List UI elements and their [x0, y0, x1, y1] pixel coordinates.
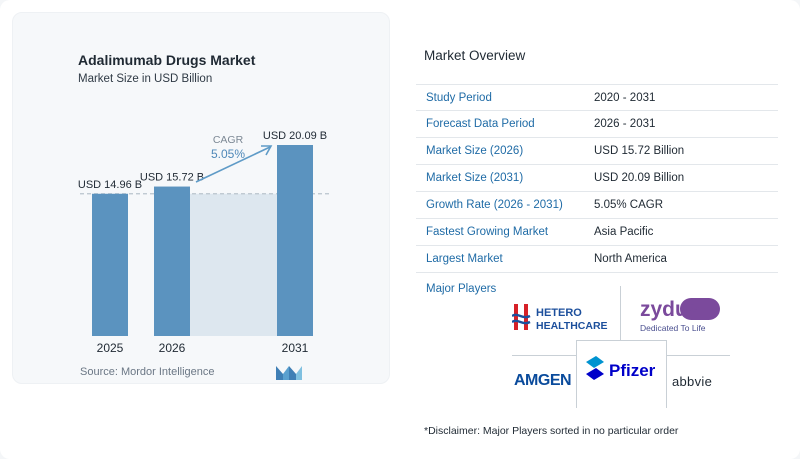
overview-label: Growth Rate (2026 - 2031) — [426, 199, 563, 211]
cagr-arrow-line — [195, 146, 271, 183]
grid-divider — [620, 286, 621, 344]
data-label-2026: USD 15.72 B — [140, 172, 204, 184]
overview-label: Study Period — [426, 92, 492, 104]
zydus-name: zydus — [640, 298, 700, 321]
bar-chart: USD 14.96 B 2025 USD 15.72 B 2026 USD 20.09 … — [78, 130, 330, 355]
cagr-arrow-head — [261, 145, 273, 156]
overview-value: 5.05% CAGR — [594, 199, 664, 211]
overview-row: Fastest Growing Market Asia Pacific — [416, 219, 778, 246]
abbvie-logo: abbvie — [672, 374, 713, 389]
data-label-2025: USD 14.96 B — [78, 179, 142, 191]
hetero-line1: HETERO — [536, 307, 582, 319]
overview-label: Fastest Growing Market — [426, 226, 549, 238]
players-title: Major Players — [426, 283, 497, 295]
overview-row: Market Size (2031) USD 20.09 Billion — [416, 165, 778, 192]
overview-value: USD 20.09 Billion — [594, 172, 685, 184]
overview-label: Largest Market — [426, 253, 503, 265]
overview-row: Largest Market North America — [416, 246, 778, 273]
zydus-tagline: Dedicated To Life — [640, 323, 706, 333]
chart-subtitle: Market Size in USD Billion — [78, 73, 213, 85]
overview-label: Market Size (2031) — [426, 172, 524, 184]
chart-title: Adalimumab Drugs Market — [78, 52, 256, 68]
category-label-2025: 2025 — [97, 341, 124, 355]
forecast-region — [190, 193, 277, 336]
overview-value: North America — [594, 253, 667, 265]
source-note: Source: Mordor Intelligence — [80, 366, 215, 378]
zydus-logo: zydus Dedicated To Life — [640, 298, 720, 333]
bar-2026 — [154, 186, 190, 336]
category-label-2026: 2026 — [159, 341, 186, 355]
overview-row: Market Size (2026) USD 15.72 Billion — [416, 138, 778, 165]
overview-value: 2026 - 2031 — [594, 118, 656, 130]
overview-row: Study Period 2020 - 2031 — [416, 84, 778, 111]
category-label-2031: 2031 — [282, 341, 309, 355]
overview-row: Forecast Data Period 2026 - 2031 — [416, 111, 778, 138]
hetero-line2: HEALTHCARE — [536, 320, 608, 332]
overview-label: Market Size (2026) — [426, 145, 524, 157]
bar-2025 — [92, 193, 128, 336]
pfizer-name: Pfizer — [609, 361, 656, 380]
overview-label: Forecast Data Period — [426, 118, 535, 130]
amgen-logo: AMGEN — [514, 372, 572, 389]
overview-value: 2020 - 2031 — [594, 92, 656, 104]
pfizer-logo: Pfizer — [586, 356, 656, 380]
overview-value: USD 15.72 Billion — [594, 145, 685, 157]
cagr-value: 5.05% — [211, 147, 245, 161]
overview-value: Asia Pacific — [594, 226, 654, 238]
disclaimer: *Disclaimer: Major Players sorted in no … — [424, 425, 679, 437]
data-label-2031: USD 20.09 B — [263, 130, 327, 142]
mordor-logo-icon — [276, 366, 302, 380]
overview-row: Growth Rate (2026 - 2031) 5.05% CAGR — [416, 192, 778, 219]
hetero-healthcare-logo: HETERO HEALTHCARE — [512, 304, 608, 332]
overview-title: Market Overview — [424, 48, 526, 63]
cagr-label: CAGR — [213, 134, 244, 146]
bar-2031 — [277, 145, 313, 336]
